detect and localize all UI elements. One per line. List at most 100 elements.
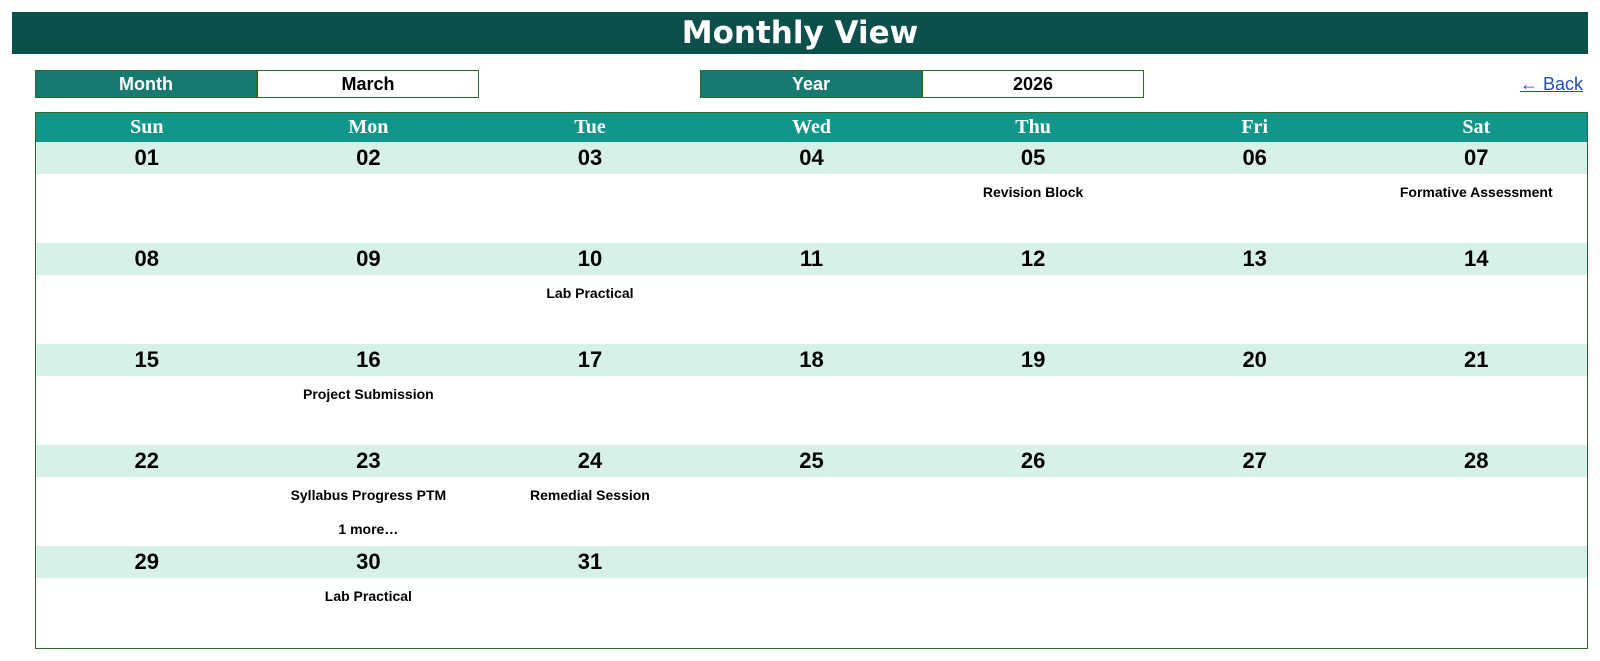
weekday-wed: Wed — [792, 116, 831, 138]
event-item[interactable]: Lab Practical — [324, 588, 412, 604]
day-events: Lab Practical — [479, 275, 701, 344]
day-cell[interactable]: 06 — [1143, 142, 1366, 243]
week-row: 15 16 Project Submission 17 18 19 20 21 — [36, 344, 1587, 445]
day-cell[interactable]: 01 — [36, 142, 258, 243]
day-events: Revision Block — [922, 174, 1144, 243]
event-item[interactable]: Project Submission — [303, 386, 434, 402]
day-events: Syllabus Progress PTM 1 more… — [258, 477, 480, 546]
day-cell[interactable]: 31 — [479, 546, 701, 647]
day-events: Project Submission — [258, 376, 480, 445]
day-events — [1144, 376, 1366, 445]
weekday-mon: Mon — [348, 116, 389, 138]
day-number: 10 — [479, 243, 701, 275]
day-cell[interactable]: 02 — [257, 142, 480, 243]
day-cell[interactable]: 29 — [36, 546, 258, 647]
day-cell[interactable]: 23 Syllabus Progress PTM 1 more… — [257, 445, 480, 546]
day-number: 09 — [257, 243, 480, 275]
day-number: 16 — [257, 344, 480, 376]
day-cell[interactable]: 18 — [700, 344, 923, 445]
day-cell[interactable]: 10 Lab Practical — [479, 243, 701, 344]
day-number: 31 — [479, 546, 701, 578]
day-number: 20 — [1143, 344, 1366, 376]
day-number: 02 — [257, 142, 480, 174]
day-cell[interactable]: 04 — [700, 142, 923, 243]
day-cell[interactable]: 22 — [36, 445, 258, 546]
event-item[interactable]: Lab Practical — [546, 285, 634, 301]
day-number: 14 — [1365, 243, 1587, 275]
day-cell[interactable] — [700, 546, 923, 647]
day-events — [1365, 477, 1587, 546]
page-title: Monthly View — [12, 12, 1588, 54]
day-cell[interactable]: 15 — [36, 344, 258, 445]
day-cell[interactable]: 25 — [700, 445, 923, 546]
day-cell[interactable]: 12 — [922, 243, 1144, 344]
day-cell[interactable]: 21 — [1365, 344, 1587, 445]
day-number: 15 — [36, 344, 258, 376]
day-cell[interactable]: 05 Revision Block — [922, 142, 1144, 243]
day-cell[interactable] — [1365, 546, 1587, 647]
day-cell[interactable]: 24 Remedial Session — [479, 445, 701, 546]
day-number: 26 — [922, 445, 1144, 477]
day-number: 25 — [700, 445, 923, 477]
day-cell[interactable]: 19 — [922, 344, 1144, 445]
day-cell[interactable] — [1143, 546, 1366, 647]
day-events — [701, 477, 923, 546]
weekday-sat: Sat — [1462, 116, 1491, 138]
day-cell[interactable]: 14 — [1365, 243, 1587, 344]
event-item[interactable]: Syllabus Progress PTM — [290, 487, 447, 503]
day-cell[interactable]: 13 — [1143, 243, 1366, 344]
day-number: 03 — [479, 142, 701, 174]
day-cell[interactable]: 26 — [922, 445, 1144, 546]
calendar-grid: Sun Mon Tue Wed Thu Fri Sat 01 02 03 04 05 Revision… — [35, 112, 1588, 649]
day-number: 28 — [1365, 445, 1587, 477]
day-events — [922, 275, 1144, 344]
day-cell[interactable]: 20 — [1143, 344, 1366, 445]
day-number — [922, 546, 1144, 578]
day-number: 12 — [922, 243, 1144, 275]
day-number: 01 — [36, 142, 258, 174]
day-number: 18 — [700, 344, 923, 376]
day-events — [36, 578, 258, 647]
day-cell[interactable]: 07 Formative Assessment — [1365, 142, 1587, 243]
day-cell[interactable]: 30 Lab Practical — [257, 546, 480, 647]
year-select[interactable]: 2026 — [922, 70, 1144, 98]
day-number: 11 — [700, 243, 923, 275]
day-cell[interactable]: 27 — [1143, 445, 1366, 546]
day-number: 29 — [36, 546, 258, 578]
day-cell[interactable]: 09 — [257, 243, 480, 344]
day-cell[interactable]: 08 — [36, 243, 258, 344]
day-events — [922, 578, 1144, 647]
day-number: 08 — [36, 243, 258, 275]
week-row: 29 30 Lab Practical 31 — [36, 546, 1587, 647]
day-cell[interactable]: 03 — [479, 142, 701, 243]
day-cell[interactable]: 28 — [1365, 445, 1587, 546]
day-cell[interactable]: 16 Project Submission — [257, 344, 480, 445]
event-item[interactable]: Revision Block — [982, 184, 1084, 200]
day-events — [1365, 376, 1587, 445]
back-link[interactable]: ← Back — [1519, 74, 1583, 94]
more-events-link[interactable]: 1 more… — [338, 521, 399, 537]
day-events — [479, 578, 701, 647]
day-number: 19 — [922, 344, 1144, 376]
day-cell[interactable] — [922, 546, 1144, 647]
day-number — [1365, 546, 1587, 578]
day-cell[interactable]: 17 — [479, 344, 701, 445]
day-cell[interactable]: 11 — [700, 243, 923, 344]
day-number: 21 — [1365, 344, 1587, 376]
day-events — [1365, 578, 1587, 647]
event-item[interactable]: Remedial Session — [530, 487, 650, 503]
month-select[interactable]: March — [257, 70, 479, 98]
day-events — [922, 477, 1144, 546]
day-number: 27 — [1143, 445, 1366, 477]
day-events — [479, 376, 701, 445]
day-number: 17 — [479, 344, 701, 376]
event-item[interactable]: Formative Assessment — [1399, 184, 1553, 200]
day-number: 13 — [1143, 243, 1366, 275]
calendar-weeks: 01 02 03 04 05 Revision Block 06 07 Formative As… — [36, 142, 1587, 647]
weekday-sun: Sun — [130, 116, 164, 138]
week-row: 22 23 Syllabus Progress PTM 1 more… 24 Remedi… — [36, 445, 1587, 546]
day-events: Lab Practical — [258, 578, 480, 647]
day-events — [36, 477, 258, 546]
day-events: Formative Assessment — [1365, 174, 1587, 243]
day-number: 24 — [479, 445, 701, 477]
